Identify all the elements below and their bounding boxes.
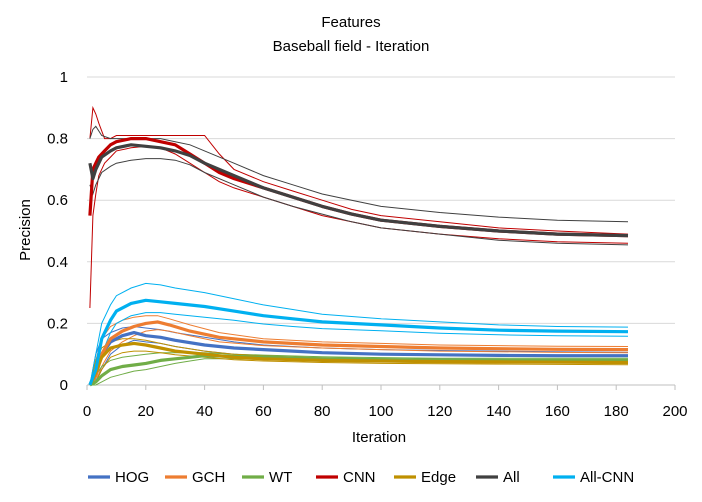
y-tick-labels: 0 0.2 0.4 0.6 0.8 1 [47,69,68,394]
series-gch-lower-line [89,329,629,386]
x-axis-label: Iteration [352,429,406,446]
y-tick-label: 0.4 [47,254,68,271]
x-tick-label: 100 [368,403,393,420]
x-tick-label: 20 [137,403,154,420]
x-tick-label: 0 [83,403,91,420]
x-tick-label: 160 [545,403,570,420]
y-tick-label: 0.8 [47,131,68,148]
x-tick-label: 140 [486,403,511,420]
y-tick-label: 0 [60,377,68,394]
legend-label-edge: Edge [421,469,456,486]
legend-label-all: All [503,469,520,486]
x-tick-label: 40 [196,403,213,420]
x-tick-label: 180 [604,403,629,420]
series-all-mean-line [88,143,629,238]
legend: HOG GCH WT CNN Edge All All-CNN [88,469,634,486]
series-all-lower-line [89,158,629,246]
y-tick-label: 0.2 [47,315,68,332]
chart-title: Features [321,14,380,31]
y-tick-label: 1 [60,69,68,86]
x-tick-label: 200 [662,403,687,420]
legend-label-wt: WT [269,469,292,486]
series-gch-mean-line [88,320,629,386]
x-tick-label: 120 [427,403,452,420]
legend-label-hog: HOG [115,469,149,486]
series-all-cnn-upper-line [89,282,629,386]
x-tick-label: 80 [314,403,331,420]
legend-label-gch: GCH [192,469,225,486]
chart-subtitle: Baseball field - Iteration [273,38,430,55]
series-edge-mean-line [88,341,629,386]
x-tick-label: 60 [255,403,272,420]
series-all-cnn-mean-line [88,298,629,386]
legend-label-cnn: CNN [343,469,376,486]
series-group [88,105,629,387]
legend-label-all-cnn: All-CNN [580,469,634,486]
y-axis-label: Precision [17,199,34,261]
series-all-upper-line [89,125,629,223]
series-all-cnn-lower-line [89,312,629,386]
x-tick-labels: 0 20 40 60 80 100 120 140 160 180 200 [83,403,688,420]
series-gch-upper-line [89,315,629,386]
y-tick-label: 0.6 [47,192,68,209]
